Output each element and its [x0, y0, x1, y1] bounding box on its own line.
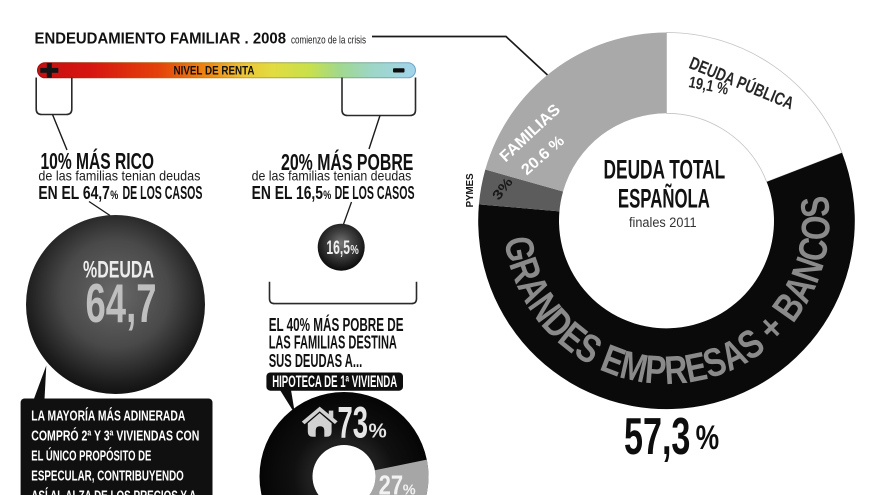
svg-text:SUS DEUDAS A...: SUS DEUDAS A...	[269, 350, 363, 371]
svg-text:LA MAYORÍA MÁS ADINERADA: LA MAYORÍA MÁS ADINERADA	[31, 407, 185, 424]
svg-text:O: O	[792, 214, 839, 241]
svg-text:EN EL 16,5: EN EL 16,5	[252, 182, 323, 203]
svg-text:%DEUDA: %DEUDA	[83, 257, 154, 284]
svg-text:EL ÚNICO PROPÓSITO DE: EL ÚNICO PROPÓSITO DE	[31, 446, 151, 464]
svg-text:64,7: 64,7	[86, 273, 157, 334]
svg-text:ENDEUDAMIENTO FAMILIAR . 2008: ENDEUDAMIENTO FAMILIAR . 2008	[35, 31, 287, 48]
svg-text:comienzo de la crisis: comienzo de la crisis	[291, 35, 366, 47]
svg-text:ASÍ AL ALZA DE LOS PRECIOS Y A: ASÍ AL ALZA DE LOS PRECIOS Y A	[31, 487, 196, 495]
svg-text:PYMES: PYMES	[464, 173, 476, 207]
svg-text:16,5: 16,5	[326, 237, 350, 259]
svg-text:27: 27	[379, 469, 404, 495]
svg-text:finales 2011: finales 2011	[629, 215, 697, 230]
svg-text:%: %	[369, 420, 387, 443]
svg-text:R: R	[663, 346, 689, 393]
svg-text:EL 40% MÁS POBRE DE: EL 40% MÁS POBRE DE	[269, 314, 404, 335]
svg-text:%: %	[403, 482, 416, 495]
svg-text:%: %	[323, 188, 331, 202]
svg-text:COMPRÓ 2ª Y 3ª VIVIENDAS CON: COMPRÓ 2ª Y 3ª VIVIENDAS CON	[31, 426, 199, 444]
svg-text:LAS FAMILIAS DESTINA: LAS FAMILIAS DESTINA	[269, 332, 397, 353]
svg-text:73: 73	[338, 399, 369, 448]
svg-text:EN EL 64,7: EN EL 64,7	[38, 182, 110, 203]
svg-text:HIPOTECA DE 1ª VIVIENDA: HIPOTECA DE 1ª VIVIENDA	[272, 373, 397, 391]
svg-text:10% MÁS RICO: 10% MÁS RICO	[41, 147, 155, 174]
svg-text:P: P	[644, 346, 668, 393]
svg-text:DEUDA TOTAL: DEUDA TOTAL	[604, 155, 726, 185]
svg-text:DE LOS CASOS: DE LOS CASOS	[123, 182, 203, 203]
svg-text:57,3: 57,3	[624, 407, 690, 465]
svg-text:%: %	[696, 419, 720, 457]
svg-text:NIVEL DE RENTA: NIVEL DE RENTA	[174, 64, 255, 78]
svg-text:%: %	[350, 243, 358, 257]
svg-text:ESPECULAR, CONTRIBUYENDO: ESPECULAR, CONTRIBUYENDO	[31, 468, 184, 484]
svg-text:de las familias tenian deudas: de las familias tenian deudas	[38, 168, 200, 184]
svg-text:S: S	[791, 194, 838, 219]
svg-text:de las familias tenian deudas: de las familias tenian deudas	[252, 168, 412, 184]
svg-text:%: %	[110, 188, 118, 202]
svg-text:ESPAÑOLA: ESPAÑOLA	[618, 183, 710, 213]
svg-text:20% MÁS POBRE: 20% MÁS POBRE	[281, 148, 413, 175]
svg-text:DE LOS CASOS: DE LOS CASOS	[335, 182, 415, 203]
